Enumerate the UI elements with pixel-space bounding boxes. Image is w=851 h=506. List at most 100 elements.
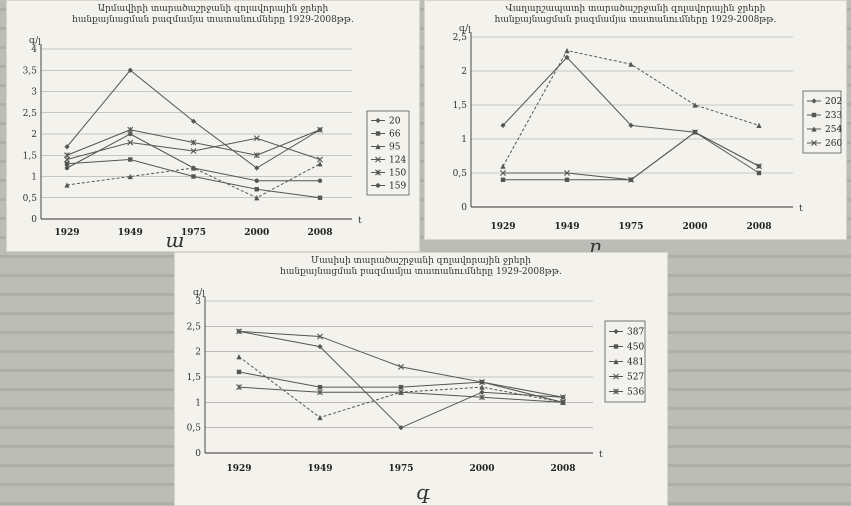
chart-svg-c: 0 0,5 1 1,5 2 2,5 3գ/լ t 1929 1949 1975 2000 2008 387…	[187, 288, 646, 504]
series-point	[628, 61, 634, 67]
series-line	[502, 56, 760, 167]
series-point	[811, 126, 817, 132]
series-point	[317, 161, 323, 167]
series-point	[127, 139, 134, 146]
series-point	[254, 178, 259, 183]
series-point	[398, 384, 404, 390]
series-point	[64, 156, 70, 163]
chart-title: Մասիսի տարածաշրջանի զոլավորային ջրերի	[311, 256, 531, 266]
y-tick-label: 2,5	[23, 109, 38, 119]
series-point	[190, 148, 197, 154]
legend-label: 20	[389, 117, 401, 127]
x-tick-label: 1975	[181, 228, 206, 238]
legend-box	[366, 110, 410, 196]
series-point	[127, 173, 133, 180]
chart-panel-b: Վաղարշապատի տարածաշրջանի զոլավորային ջրե…	[424, 0, 847, 258]
x-axis-label: t	[358, 216, 362, 226]
series-point	[375, 183, 381, 188]
legend-label: 233	[825, 111, 842, 121]
y-tick-label: 1	[31, 173, 37, 183]
series-point	[398, 363, 404, 370]
y-tick-label: 0	[195, 449, 201, 459]
y-tick-label: 0	[461, 203, 467, 213]
series-point	[253, 135, 260, 142]
legend-label: 124	[389, 156, 406, 166]
series-point	[811, 140, 817, 146]
series-point	[500, 122, 506, 128]
x-tick-label: 2008	[746, 222, 771, 232]
series-point	[128, 131, 133, 137]
panel-label: գ	[416, 480, 430, 504]
series-point	[236, 354, 242, 360]
series-point	[64, 152, 70, 159]
series-point	[500, 177, 506, 182]
chart-panel-a: Արմավիրի տարածաշրջանի զոլավորային ջրերի …	[6, 0, 420, 252]
y-tick-label: 0,5	[187, 424, 202, 434]
y-tick-label: 2,5	[453, 33, 468, 43]
series-point	[756, 163, 762, 170]
chart-subtitle: հանքայնացման բազմամյա տատանումները 1929-…	[280, 267, 562, 277]
series-point	[317, 389, 323, 396]
series-point	[564, 170, 570, 176]
legend-label: 159	[389, 182, 406, 192]
y-tick-label: 3,5	[23, 66, 38, 76]
y-tick-label: 0,5	[23, 194, 38, 204]
legend-label: 536	[627, 388, 644, 398]
series-point	[190, 118, 197, 124]
series-point	[317, 344, 323, 350]
y-tick-label: 3	[195, 297, 201, 307]
series-point	[692, 102, 698, 108]
legend-label: 450	[627, 343, 644, 353]
x-tick-label: 1929	[490, 222, 515, 232]
y-axis-label: գ/լ	[193, 288, 206, 298]
x-tick-label: 1929	[54, 228, 79, 238]
y-tick-label: 2,5	[187, 322, 202, 332]
y-tick-label: 0,5	[453, 169, 468, 179]
series-point	[500, 163, 506, 169]
y-tick-label: 1	[195, 398, 201, 408]
x-tick-label: 1929	[226, 464, 251, 474]
series-point	[564, 48, 570, 54]
series-point	[236, 369, 242, 375]
series-point	[613, 328, 619, 335]
y-axis-label: գ/լ	[29, 36, 42, 46]
series-point	[560, 399, 566, 406]
series-point	[398, 389, 404, 396]
legend-label: 527	[627, 373, 644, 383]
y-tick-label: 2	[195, 348, 201, 358]
x-tick-label: 1975	[388, 464, 413, 474]
series-point	[564, 177, 570, 182]
y-tick-label: 2	[461, 67, 467, 77]
series-point	[479, 389, 485, 395]
y-tick-label: 0	[31, 215, 37, 225]
series-point	[375, 143, 381, 150]
x-axis-label: t	[799, 204, 803, 214]
series-point	[692, 129, 698, 136]
chart-panel-c: Մասիսի տարածաշրջանի զոլավորային ջրերի հա…	[174, 252, 668, 506]
series-point	[127, 126, 134, 133]
x-tick-label: 2000	[682, 222, 707, 232]
y-tick-label: 1	[461, 135, 467, 145]
series-point	[317, 156, 323, 163]
series-point	[564, 54, 570, 60]
series-point	[613, 344, 619, 349]
series-point	[811, 112, 817, 118]
series-point	[317, 126, 323, 133]
series-point	[236, 328, 242, 335]
series-point	[375, 131, 381, 136]
series-point	[191, 165, 196, 171]
legend-label: 254	[825, 125, 842, 135]
y-tick-label: 1,5	[453, 101, 468, 111]
x-tick-label: 2000	[244, 228, 269, 238]
chart-svg-a: 0 0,5 1 1,5 2 2,5 3 3,5 4գ/լ t 1929 1949 1975 2000 200…	[23, 36, 410, 252]
series-point	[613, 373, 619, 380]
y-tick-label: 2	[31, 130, 37, 140]
series-line	[503, 131, 760, 181]
series-point	[811, 98, 817, 104]
legend-label: 387	[627, 328, 644, 338]
chart-subtitle: հանքայնացման բազմամյա տատանումները 1929-…	[494, 15, 777, 25]
series-point	[317, 195, 323, 200]
y-tick-label: 1,5	[23, 151, 38, 161]
series-point	[64, 165, 70, 171]
panel-label: ա	[166, 228, 185, 252]
